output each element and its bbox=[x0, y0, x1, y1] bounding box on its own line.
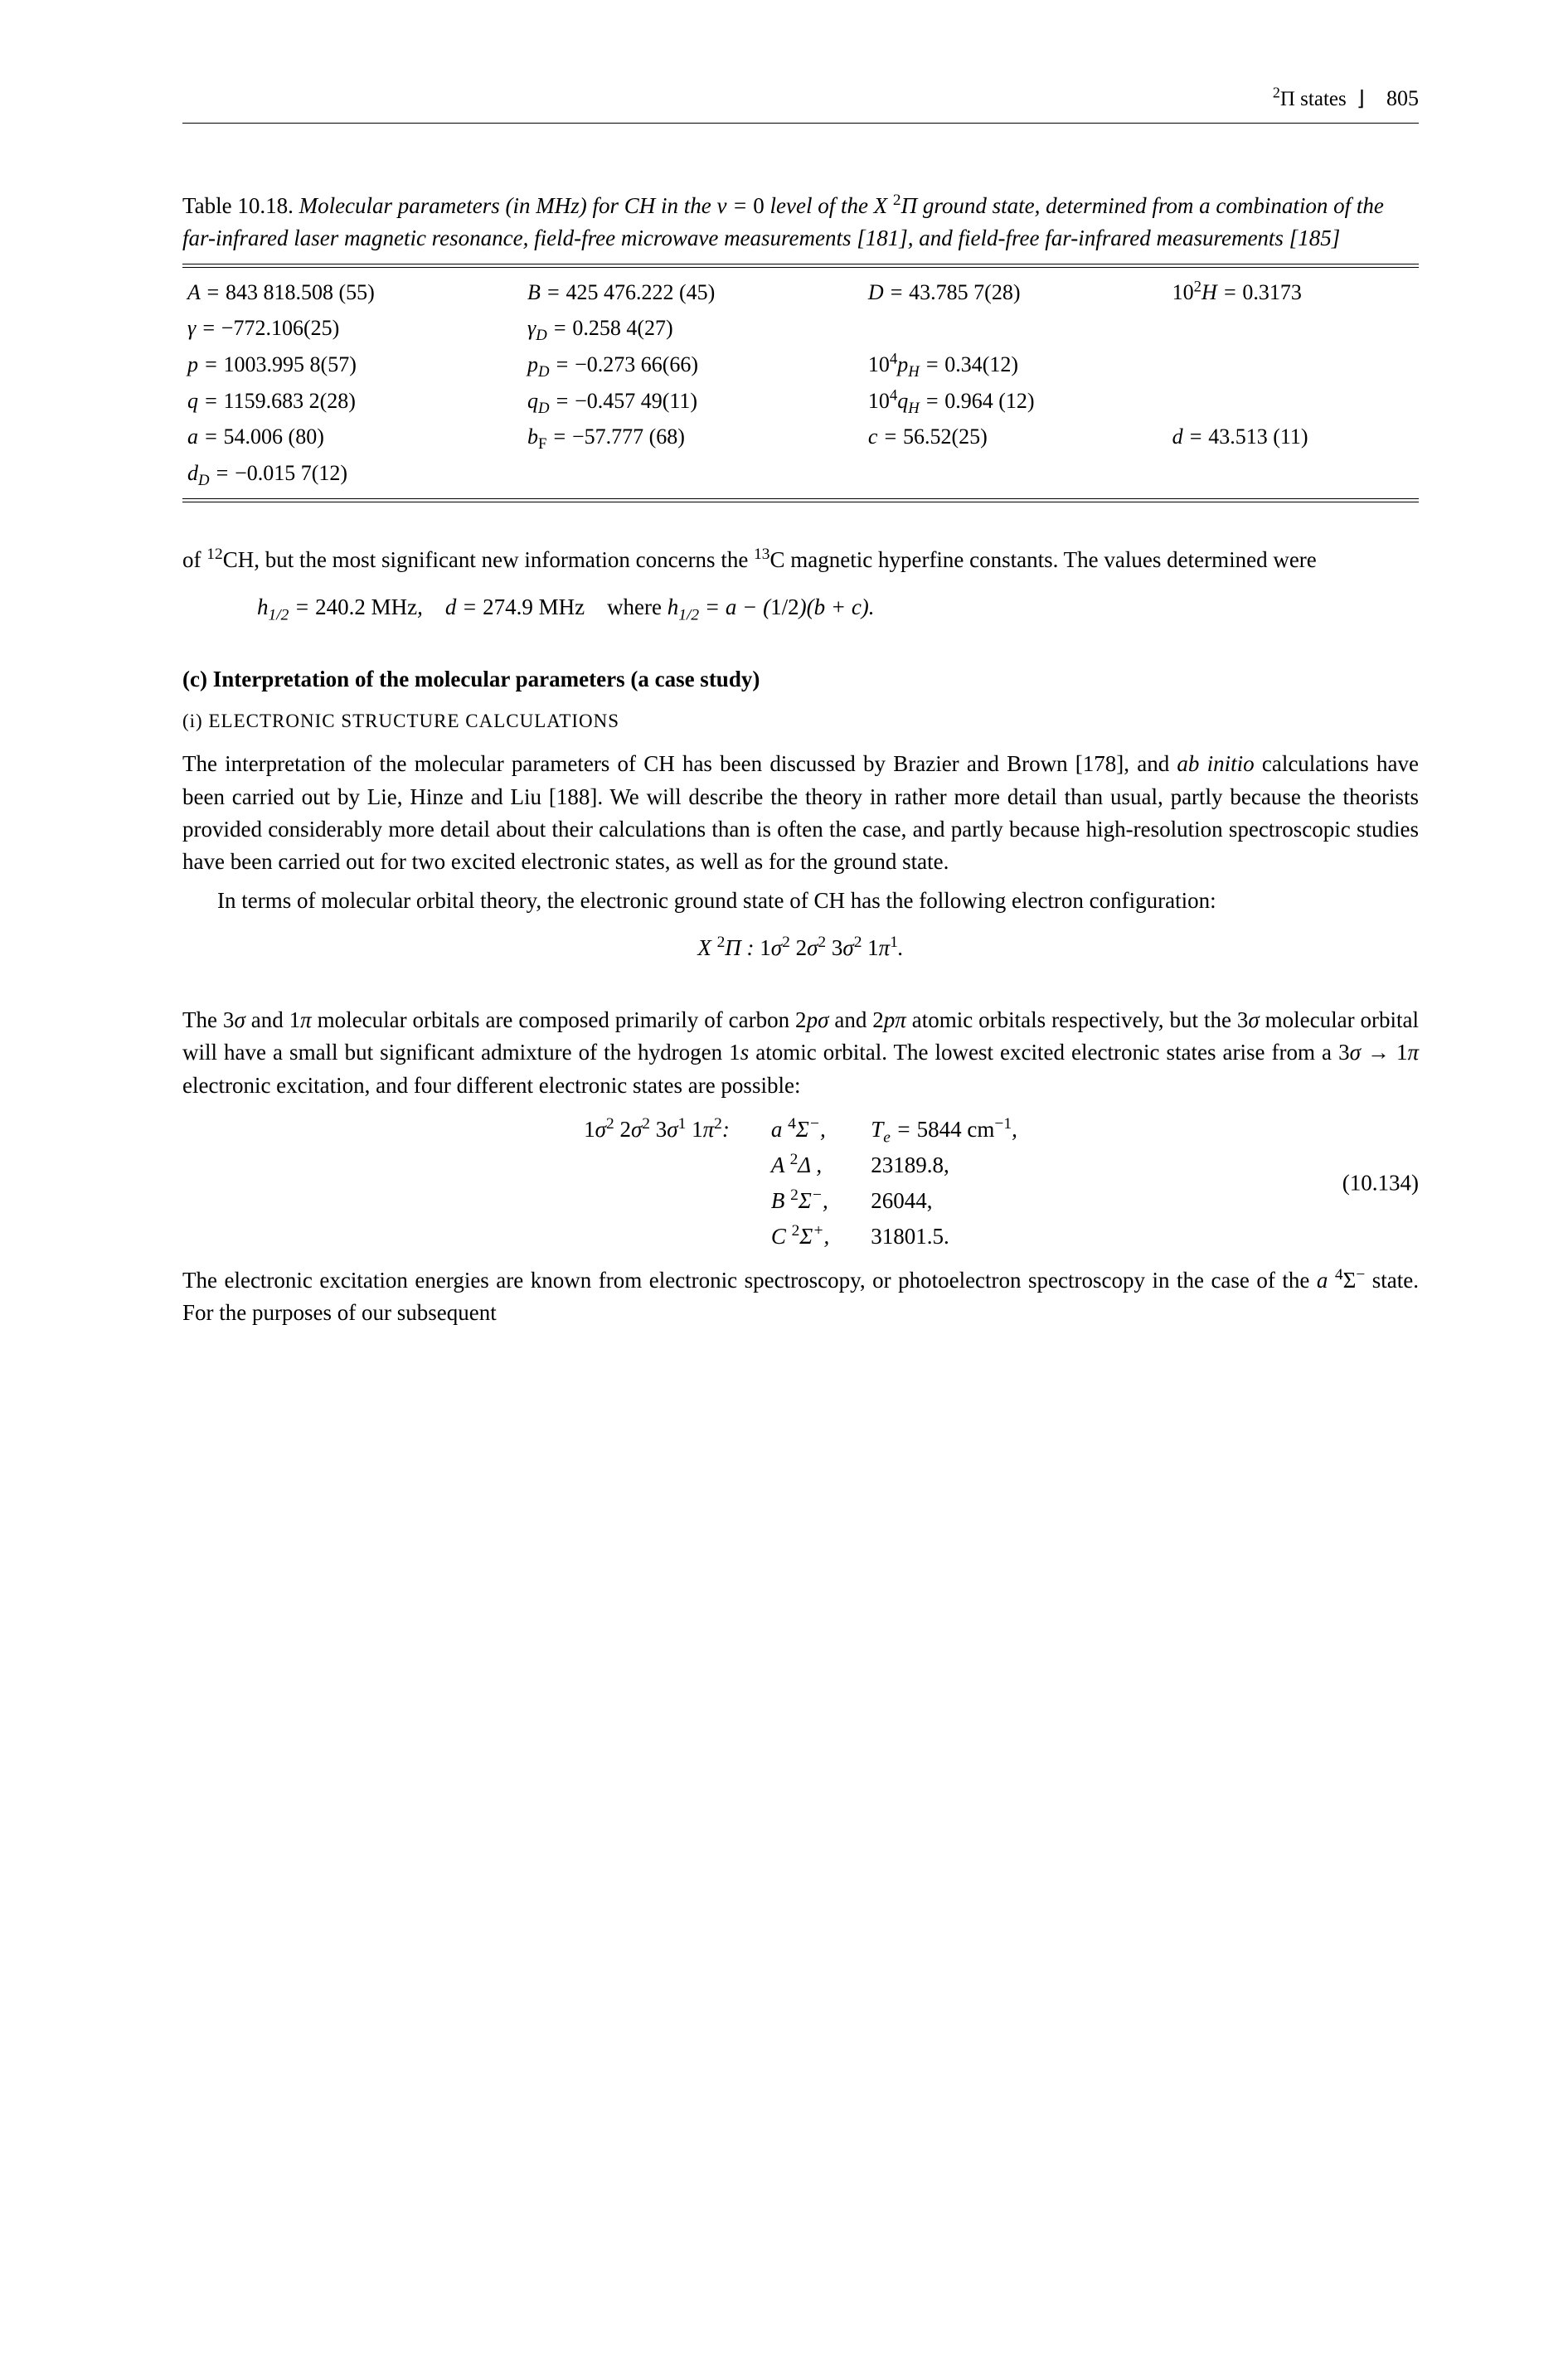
header-divider: ⌋ bbox=[1357, 87, 1365, 110]
table-row: γ = −772.106(25) γD = 0.258 4(27) bbox=[182, 310, 1419, 347]
equation-display: h1/2 = 240.2 MHz, d = 274.9 MHz where h1… bbox=[182, 591, 1419, 624]
paragraph: The 3σ and 1π molecular orbitals are com… bbox=[182, 1004, 1419, 1101]
paragraph: of 12CH, but the most significant new in… bbox=[182, 544, 1419, 576]
subsection-heading: (i) ELECTRONIC STRUCTURE CALCULATIONS bbox=[182, 707, 1419, 735]
table-top-rule bbox=[182, 264, 1419, 268]
paragraph: The interpretation of the molecular para… bbox=[182, 748, 1419, 878]
header-rule bbox=[182, 123, 1419, 124]
table-row: A = 843 818.508 (55) B = 425 476.222 (45… bbox=[182, 274, 1419, 311]
paragraph: The electronic excitation energies are k… bbox=[182, 1264, 1419, 1329]
table-row: q = 1159.683 2(28) qD = −0.457 49(11) 10… bbox=[182, 383, 1419, 420]
equation-display: X 2Π : 1σ2 2σ2 3σ2 1π1. bbox=[182, 932, 1419, 964]
table-row: dD = −0.015 7(12) bbox=[182, 455, 1419, 492]
header-section: 2Π states bbox=[1273, 88, 1347, 110]
table-row: a = 54.006 (80) bF = −57.777 (68) c = 56… bbox=[182, 419, 1419, 455]
table-caption-text: Molecular parameters (in MHz) for CH in … bbox=[182, 193, 1384, 250]
parameters-table: A = 843 818.508 (55) B = 425 476.222 (45… bbox=[182, 274, 1419, 492]
table-row: p = 1003.995 8(57) pD = −0.273 66(66) 10… bbox=[182, 347, 1419, 383]
section-heading: (c) Interpretation of the molecular para… bbox=[182, 663, 1419, 696]
config-block: 1σ2 2σ2 3σ1 1π2: a 4Σ−, Te = 5844 cm−1, … bbox=[182, 1114, 1419, 1254]
page-header: 2Π states ⌋ 805 bbox=[182, 83, 1419, 114]
page-number: 805 bbox=[1386, 86, 1419, 110]
table-bottom-rule bbox=[182, 498, 1419, 502]
equation-number: (10.134) bbox=[1342, 1167, 1419, 1199]
table-caption: Table 10.18. Molecular parameters (in MH… bbox=[182, 190, 1419, 255]
table-block: Table 10.18. Molecular parameters (in MH… bbox=[182, 190, 1419, 502]
body-text: of 12CH, but the most significant new in… bbox=[182, 544, 1419, 1330]
table-caption-label: Table 10.18. bbox=[182, 193, 294, 218]
config-grid: 1σ2 2σ2 3σ1 1π2: a 4Σ−, Te = 5844 cm−1, … bbox=[182, 1114, 1419, 1254]
paragraph: In terms of molecular orbital theory, th… bbox=[182, 885, 1419, 917]
